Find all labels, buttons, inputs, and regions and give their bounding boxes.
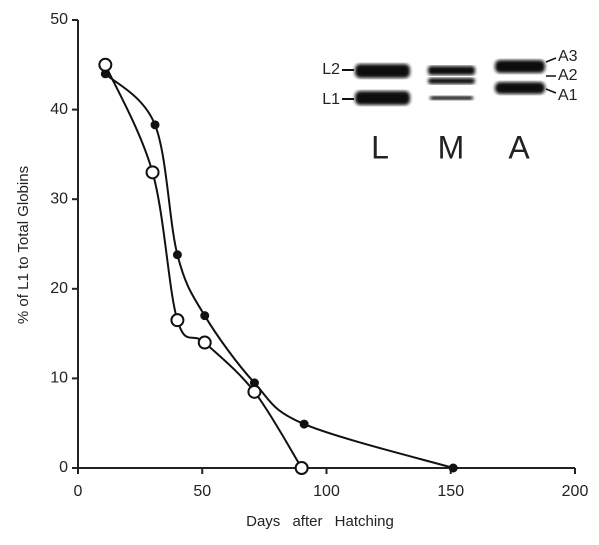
data-point [147,166,159,178]
x-tick-label: 0 [74,483,83,500]
y-tick-label: 0 [59,459,68,476]
data-point [248,386,260,398]
gel-band [428,78,475,84]
band-label: A1 [558,87,578,104]
band-label: L2 [322,61,340,78]
lane-label: A [508,129,530,165]
lane-label: L [371,129,389,165]
gel-band [430,96,473,100]
lane-label: M [438,129,465,165]
gel-band [428,66,475,75]
band-label: L1 [322,91,340,108]
x-axis-label: Days after Hatching [246,513,394,530]
data-point [152,121,159,128]
x-tick-label: 200 [562,483,589,500]
x-tick-label: 50 [193,483,211,500]
y-axis-label: % of L1 to Total Globins [15,166,32,324]
y-tick-label: 10 [50,370,68,387]
data-point [199,337,211,349]
y-tick-label: 50 [50,11,68,28]
y-tick-label: 30 [50,190,68,207]
chart: % of L1 to Total Globins Days after Hatc… [0,0,599,545]
data-point [99,59,111,71]
data-point [450,465,457,472]
gel-band [355,91,410,105]
data-point [201,312,208,319]
gel-arrow [546,89,556,93]
gel-inset: L2 L1 A3 A2 A1 L M A [322,48,577,165]
y-tick-label: 40 [50,101,68,118]
series-line [105,74,453,468]
y-tick-label: 20 [50,280,68,297]
data-point [174,251,181,258]
gel-band [355,64,410,78]
data-point [296,462,308,474]
band-label: A2 [558,67,578,84]
gel-band [495,60,545,73]
data-point [171,314,183,326]
band-label: A3 [558,48,578,65]
x-tick-label: 100 [313,483,340,500]
data-point [301,421,308,428]
series-line [105,65,301,468]
gel-band [495,82,545,94]
x-tick-label: 150 [437,483,464,500]
gel-arrow [546,58,556,62]
